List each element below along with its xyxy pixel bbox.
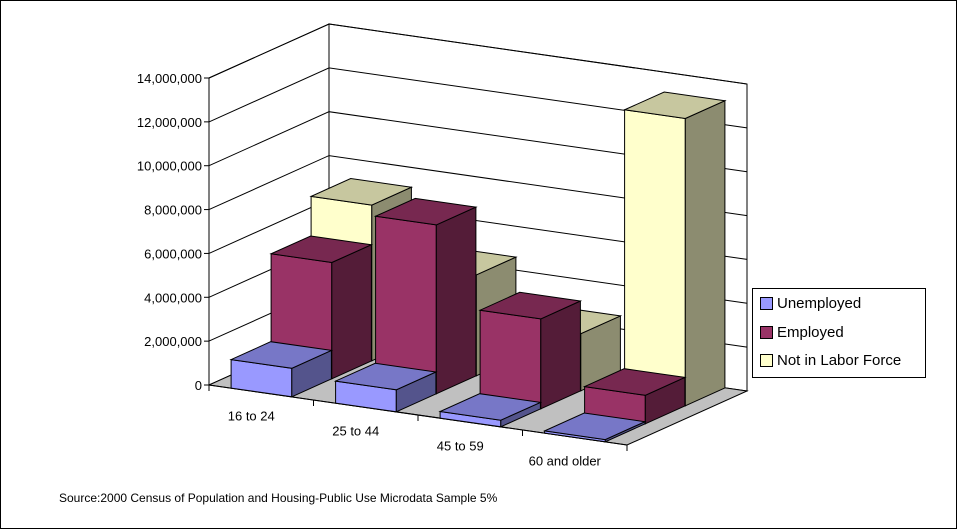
bar-unemployed-45-to-59 (438, 393, 543, 428)
bar-top-face (373, 197, 478, 226)
bar-top-face (542, 412, 647, 441)
bar-employed-60-and-older (582, 368, 687, 425)
bar-top-face (333, 362, 438, 391)
bar-not-in-labor-force-60-and-older (622, 91, 727, 407)
bar-top-face (478, 291, 583, 320)
y-tick-label: 0 (195, 378, 202, 393)
bar-side-face (435, 206, 477, 395)
bars (229, 91, 727, 443)
bar-side-face (331, 243, 372, 380)
x-tick-label: 45 to 59 (437, 439, 484, 454)
legend-item-unemployed: Unemployed (760, 293, 861, 313)
gridline (208, 155, 748, 217)
y-tick-label: 4,000,000 (144, 290, 202, 305)
bar-employed-25-to-44 (373, 197, 478, 395)
bar-employed-45-to-59 (478, 291, 583, 410)
gridline (208, 67, 748, 129)
bar-top-face (269, 235, 374, 264)
legend-swatch-unemployed (760, 296, 773, 310)
legend-label-employed: Employed (777, 323, 844, 341)
bar-unemployed-25-to-44 (333, 362, 438, 413)
bar-side-face (684, 99, 726, 407)
y-tick-label: 2,000,000 (144, 334, 202, 349)
bar-front-face (479, 309, 542, 410)
legend-swatch-not-in-labor-force (760, 353, 773, 367)
bar-top-face (309, 177, 414, 206)
legend-item-employed: Employed (760, 322, 844, 342)
y-tick-label: 12,000,000 (137, 115, 202, 130)
y-tick-label: 10,000,000 (137, 159, 202, 174)
bar-side-face (540, 300, 581, 410)
bar-top-face (438, 393, 543, 421)
x-tick-label: 16 to 24 (228, 409, 275, 424)
y-axis-ticks: 0 2,000,000 4,000,000 6,000,000 8,000,000 10,… (137, 71, 209, 393)
bar-top-face (582, 368, 687, 396)
x-tick-label: 60 and older (529, 454, 602, 469)
legend: Unemployed Employed Not in Labor Force (752, 288, 926, 378)
y-tick-label: 8,000,000 (144, 203, 202, 218)
bar-top-face (622, 91, 727, 120)
y-tick-label: 6,000,000 (144, 246, 202, 261)
legend-label-unemployed: Unemployed (777, 294, 862, 312)
bar-top-face (229, 341, 334, 369)
source-note: Source:2000 Census of Population and Hou… (59, 491, 498, 505)
bar-front-face (624, 109, 686, 407)
legend-label-not-in-labor-force: Not in Labor Force (777, 351, 902, 369)
gridline (208, 111, 748, 173)
bar-unemployed-16-to-24 (229, 341, 334, 398)
gridline (208, 23, 748, 85)
x-tick-label: 25 to 44 (332, 424, 379, 439)
legend-swatch-employed (760, 325, 773, 339)
y-tick-label: 14,000,000 (137, 71, 202, 86)
legend-item-not-in-labor-force: Not in Labor Force (760, 350, 901, 370)
x-axis-ticks: 16 to 24 25 to 44 45 to 59 60 and older (208, 385, 628, 469)
bar-unemployed-60-and-older (542, 412, 647, 443)
